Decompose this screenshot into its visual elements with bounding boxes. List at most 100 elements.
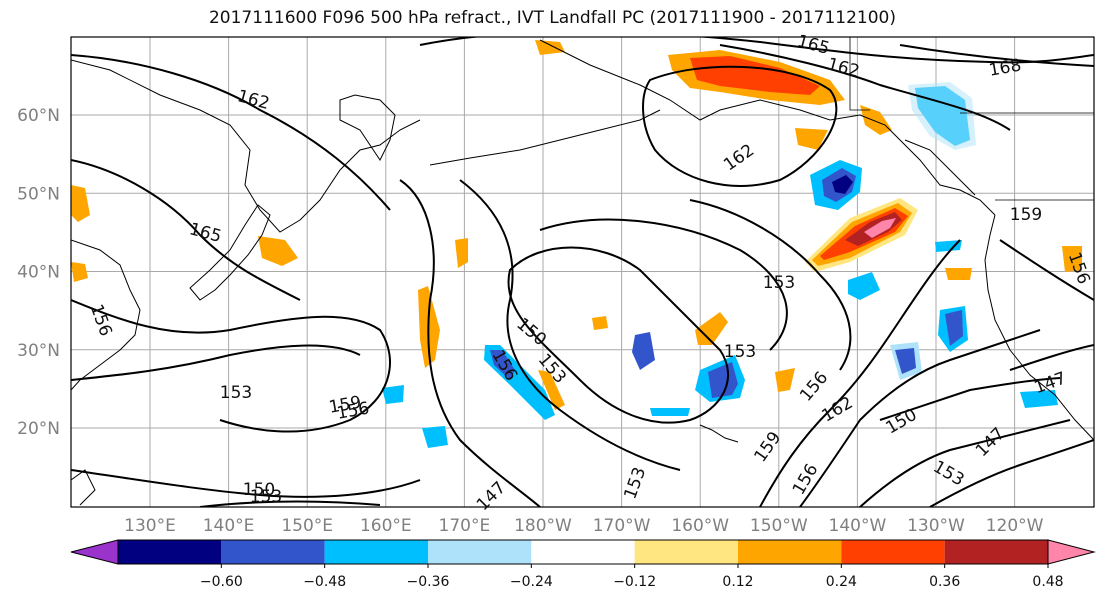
- lon-label: 160°W: [671, 516, 729, 536]
- patch-blue-4b: [895, 348, 916, 374]
- contour-east-1: [759, 239, 961, 507]
- colorbar-tick-label: −0.60: [200, 574, 243, 590]
- patch-blue-hi-2: [382, 385, 404, 404]
- contour-153-east: [689, 199, 852, 371]
- contour-east-5: [999, 239, 1094, 301]
- contour-value-label: 159: [1010, 205, 1042, 225]
- lat-label: 20°N: [17, 419, 60, 439]
- patch-gulf-navy: [832, 175, 853, 194]
- patch-orange-1: [695, 312, 728, 345]
- colorbar-tick-label: −0.48: [303, 574, 346, 590]
- shading-patches: [71, 40, 1082, 448]
- lat-label: 40°N: [17, 263, 60, 283]
- patch-orange-180: [538, 370, 565, 410]
- map-layer: [71, 37, 1094, 507]
- colorbar-swatch: [221, 540, 325, 564]
- contour-north-162: [71, 54, 391, 211]
- contour-153-loop: [507, 246, 730, 424]
- patch-orange-gulf2: [795, 128, 828, 150]
- colorbar-outline: [117, 539, 1049, 565]
- lat-label: 50°N: [17, 184, 60, 204]
- patch-orange-west: [71, 185, 90, 222]
- patch-blue-wc: [935, 240, 962, 252]
- coast-kamchatka: [339, 94, 396, 161]
- contour-162-b: [719, 44, 1011, 131]
- coast-aleutians: [429, 109, 661, 166]
- patch-orange-ak2: [535, 40, 565, 55]
- colorbar-tick-label: −0.36: [407, 574, 450, 590]
- contour-wavy-2: [71, 344, 361, 381]
- lat-label: 60°N: [17, 106, 60, 126]
- patch-gulf-orange: [860, 105, 892, 135]
- contour-147-b: [1009, 344, 1094, 371]
- coast-philippines: [71, 469, 96, 506]
- colorbar-tick-label: 0.36: [929, 574, 960, 590]
- lon-label: 170°E: [439, 516, 491, 536]
- contour-156-loop: [539, 218, 788, 351]
- patch-orange-172: [455, 238, 468, 268]
- contour-south-1: [71, 469, 421, 498]
- lat-label: 30°N: [17, 341, 60, 361]
- colorbar-swatch: [944, 540, 1048, 564]
- lon-label: 160°E: [360, 516, 412, 536]
- patch-blue-mid2: [650, 408, 690, 416]
- lon-label: 170°W: [593, 516, 651, 536]
- longitude-labels: 130°E 140°E 150°E 160°E 170°E 180°W 170°W 160°W…: [124, 516, 1044, 536]
- coast-alaska-border: [849, 37, 870, 111]
- latitude-labels: 60°N 50°N 40°N 30°N 20°N: [17, 106, 60, 439]
- contour-value-label: 153: [250, 487, 282, 507]
- colorbar-tick-label: 0.48: [1032, 574, 1063, 590]
- contour-value-label: 150: [243, 480, 275, 500]
- contour-east-4: [929, 439, 1094, 507]
- contour-south-2: [199, 500, 381, 507]
- colorbar-swatch: [428, 540, 532, 564]
- contour-trough-1: [399, 179, 541, 507]
- lon-label: 130°W: [907, 516, 965, 536]
- coast-korea-china: [71, 239, 141, 391]
- contour-wavy-1: [71, 299, 391, 433]
- colorbar-extend-low: [70, 539, 119, 565]
- contour-value-label: 153: [220, 383, 252, 403]
- patch-orange-japan: [258, 236, 298, 266]
- lon-label: 120°W: [986, 516, 1044, 536]
- refractivity-contours: [71, 37, 1094, 507]
- colorbar-extend-high: [1047, 539, 1096, 565]
- colorbar: −0.60 −0.48 −0.36 −0.24 −0.12 0.12 0.24 0.36 0.4…: [70, 539, 1096, 590]
- patch-blue-3b: [945, 310, 963, 346]
- colorbar-swatch: [324, 540, 428, 564]
- patch-bc-blue-light: [908, 82, 976, 150]
- lon-label: 130°E: [124, 516, 176, 536]
- lon-label: 150°W: [750, 516, 808, 536]
- lon-label: 150°E: [281, 516, 333, 536]
- contour-trough-2: [459, 179, 681, 471]
- patch-blue-5: [848, 272, 880, 300]
- contour-east-3: [859, 419, 1071, 507]
- coast-bc-islands: [904, 139, 976, 196]
- patch-blue-6: [1020, 390, 1058, 408]
- coast-namerica: [984, 214, 1094, 441]
- lon-label: 180°W: [514, 516, 572, 536]
- contour-150-east: [879, 377, 1061, 421]
- patch-alaska-red: [690, 56, 820, 95]
- patch-orange-wc: [945, 268, 972, 280]
- contour-value-label: 153: [763, 273, 795, 293]
- patch-blue-180b: [490, 350, 515, 380]
- contour-aleutian-loop: [642, 65, 838, 187]
- coast-alaska: [539, 39, 996, 216]
- lon-label: 140°E: [203, 516, 255, 536]
- patch-blue-2b: [708, 362, 738, 398]
- contour-value-label: 153: [724, 342, 756, 362]
- lon-label: 140°W: [829, 516, 887, 536]
- colorbar-swatch: [118, 540, 222, 564]
- patch-blue-1: [632, 332, 655, 370]
- colorbar-tick-label: −0.24: [510, 574, 553, 590]
- contour-east-2: [799, 329, 1041, 507]
- colorbar-swatch: [634, 540, 738, 564]
- patch-ar-pink: [864, 218, 896, 238]
- map-title: 2017111600 F096 500 hPa refract., IVT La…: [208, 8, 896, 28]
- map-frame: [70, 36, 1095, 508]
- patch-orange-mid: [592, 316, 608, 330]
- patch-orange-2: [775, 368, 795, 392]
- coast-hawaii: [699, 424, 739, 443]
- contour-168: [899, 44, 1094, 67]
